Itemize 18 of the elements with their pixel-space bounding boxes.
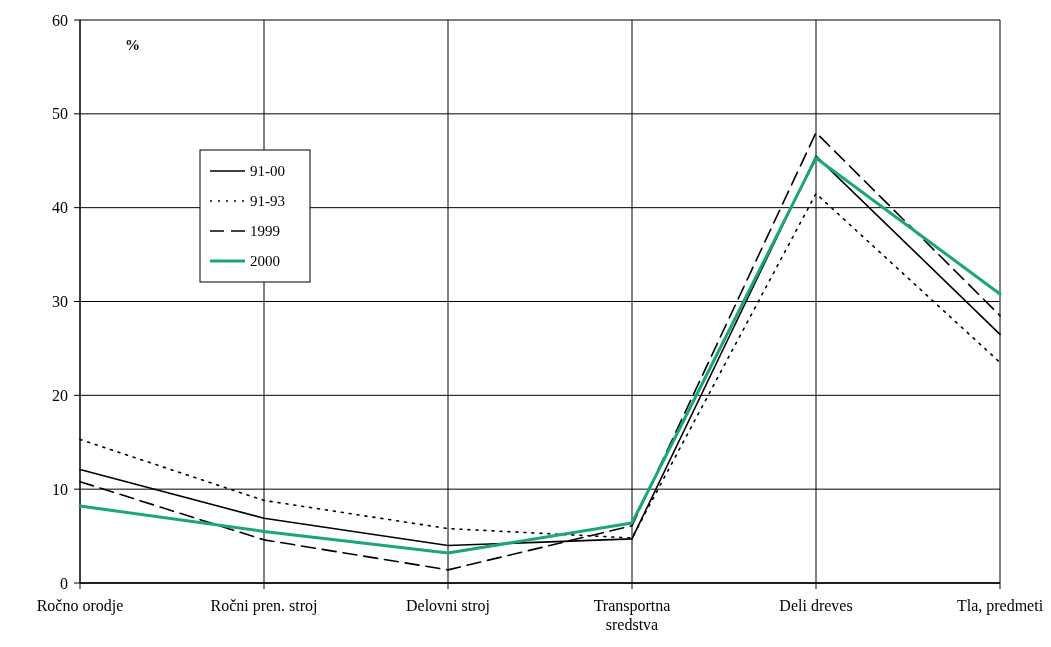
y-axis-title: % bbox=[125, 37, 140, 53]
legend-label: 2000 bbox=[250, 253, 280, 270]
x-tick-label: Tla, predmeti bbox=[956, 597, 1044, 615]
y-tick-label: 0 bbox=[60, 574, 68, 592]
legend-label: 1999 bbox=[250, 223, 280, 240]
x-tick-label: Deli dreves bbox=[779, 597, 853, 614]
y-tick-label: 50 bbox=[52, 105, 68, 123]
x-tick-label: Ročno orodje bbox=[36, 597, 124, 615]
x-tick-label: Transportna sredstva bbox=[593, 597, 671, 633]
y-tick-label: 20 bbox=[52, 386, 68, 404]
y-tick-label: 40 bbox=[52, 199, 68, 217]
legend-label: 91-93 bbox=[250, 193, 285, 210]
legend-label: 91-00 bbox=[250, 163, 285, 180]
y-tick-label: 10 bbox=[52, 480, 68, 498]
y-tick-label: 30 bbox=[52, 293, 68, 311]
y-tick-label: 60 bbox=[52, 11, 68, 29]
x-tick-label: Delovni stroj bbox=[406, 597, 490, 615]
x-tick-label: Ročni pren. stroj bbox=[210, 597, 318, 615]
